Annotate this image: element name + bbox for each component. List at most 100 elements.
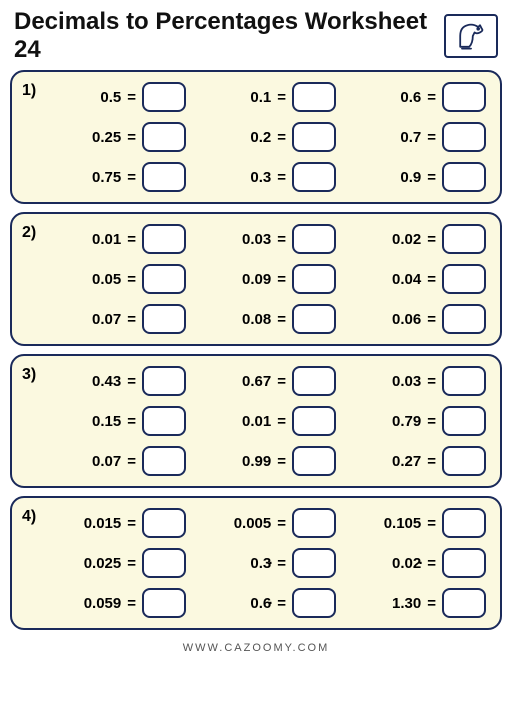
equals-sign: = (277, 453, 286, 470)
equals-sign: = (427, 271, 436, 288)
equals-sign: = (127, 89, 136, 106)
answer-input[interactable] (142, 548, 186, 578)
decimal-value: 0.03 (242, 231, 271, 248)
question-grid: 0.01=0.03=0.02=0.05=0.09=0.04=0.07=0.08=… (46, 224, 490, 334)
answer-input[interactable] (292, 224, 336, 254)
equals-sign: = (427, 555, 436, 572)
footer-text: WWW.CAZOOMY.COM (10, 638, 502, 654)
answer-input[interactable] (142, 224, 186, 254)
question-panel-3: 3)0.43=0.67=0.03=0.15=0.01=0.79=0.07=0.9… (10, 354, 502, 488)
answer-input[interactable] (142, 366, 186, 396)
answer-input[interactable] (442, 264, 486, 294)
question-cell: 0.08= (196, 304, 340, 334)
question-cell: 0.3. = (196, 548, 340, 578)
answer-input[interactable] (292, 162, 336, 192)
recurring-dot: . (268, 551, 272, 568)
decimal-value: 0.25 (92, 129, 121, 146)
answer-input[interactable] (292, 548, 336, 578)
answer-input[interactable] (292, 508, 336, 538)
answer-input[interactable] (442, 406, 486, 436)
answer-input[interactable] (142, 304, 186, 334)
equals-sign: = (277, 555, 286, 572)
answer-input[interactable] (292, 366, 336, 396)
answer-input[interactable] (142, 264, 186, 294)
decimal-value: 0.09 (242, 271, 271, 288)
decimal-value: 0.99 (242, 453, 271, 470)
question-cell: 0.79= (346, 406, 490, 436)
answer-input[interactable] (442, 366, 486, 396)
answer-input[interactable] (292, 82, 336, 112)
equals-sign: = (277, 373, 286, 390)
equals-sign: = (127, 129, 136, 146)
answer-input[interactable] (292, 264, 336, 294)
decimal-value: 0.06 (392, 311, 421, 328)
decimal-value: 0.059 (84, 595, 122, 612)
question-cell: 0.27= (346, 446, 490, 476)
question-cell: 0.7= (346, 122, 490, 152)
question-cell: 0.15= (46, 406, 190, 436)
decimal-value: 0.5 (100, 89, 121, 106)
question-cell: 1.30= (346, 588, 490, 618)
recurring-dot: . (419, 551, 423, 568)
answer-input[interactable] (292, 122, 336, 152)
equals-sign: = (427, 129, 436, 146)
question-cell: 0.059= (46, 588, 190, 618)
answer-input[interactable] (142, 82, 186, 112)
decimal-value: 0.6 (400, 89, 421, 106)
answer-input[interactable] (442, 122, 486, 152)
equals-sign: = (277, 169, 286, 186)
equals-sign: = (127, 373, 136, 390)
equals-sign: = (277, 231, 286, 248)
decimal-value: 0.3. (250, 555, 271, 572)
answer-input[interactable] (142, 406, 186, 436)
question-cell: 0.07= (46, 304, 190, 334)
equals-sign: = (427, 169, 436, 186)
question-number: 1) (22, 82, 36, 100)
equals-sign: = (127, 169, 136, 186)
decimal-value: 0.02. (392, 555, 421, 572)
question-number: 2) (22, 224, 36, 242)
answer-input[interactable] (442, 82, 486, 112)
answer-input[interactable] (292, 446, 336, 476)
decimal-value: 0.15 (92, 413, 121, 430)
answer-input[interactable] (292, 304, 336, 334)
answer-input[interactable] (142, 588, 186, 618)
question-cell: 0.9= (346, 162, 490, 192)
decimal-value: 0.005 (234, 515, 272, 532)
answer-input[interactable] (442, 304, 486, 334)
question-cell: 0.2= (196, 122, 340, 152)
question-grid: 0.015= 0.005 = 0.105= 0.025 = 0.3. = 0.02. = 0.059… (46, 508, 490, 618)
answer-input[interactable] (292, 406, 336, 436)
decimal-value: 0.3 (250, 169, 271, 186)
equals-sign: = (427, 89, 436, 106)
question-cell: 0.6.= (196, 588, 340, 618)
answer-input[interactable] (142, 508, 186, 538)
equals-sign: = (427, 413, 436, 430)
question-cell: 0.09= (196, 264, 340, 294)
answer-input[interactable] (442, 588, 486, 618)
question-cell: 0.105= (346, 508, 490, 538)
answer-input[interactable] (142, 446, 186, 476)
decimal-value: 0.27 (392, 453, 421, 470)
equals-sign: = (277, 515, 286, 532)
answer-input[interactable] (442, 224, 486, 254)
answer-input[interactable] (142, 122, 186, 152)
decimal-value: 0.01 (242, 413, 271, 430)
question-cell: 0.99 = (196, 446, 340, 476)
question-panel-4: 4)0.015=0.005=0.105=0.025=0.3.=0.02.=0.0… (10, 496, 502, 630)
question-cell: 0.75= (46, 162, 190, 192)
answer-input[interactable] (292, 588, 336, 618)
question-cell: 0.015= (46, 508, 190, 538)
decimal-value: 0.025 (84, 555, 122, 572)
equals-sign: = (427, 373, 436, 390)
answer-input[interactable] (442, 548, 486, 578)
question-cell: 0.02. = (346, 548, 490, 578)
answer-input[interactable] (142, 162, 186, 192)
equals-sign: = (277, 595, 286, 612)
question-panel-1: 1)0.5=0.1=0.6=0.25=0.2=0.7=0.75=0.3=0.9= (10, 70, 502, 204)
answer-input[interactable] (442, 508, 486, 538)
question-cell: 0.01= (196, 406, 340, 436)
answer-input[interactable] (442, 162, 486, 192)
decimal-value: 0.01 (92, 231, 121, 248)
answer-input[interactable] (442, 446, 486, 476)
